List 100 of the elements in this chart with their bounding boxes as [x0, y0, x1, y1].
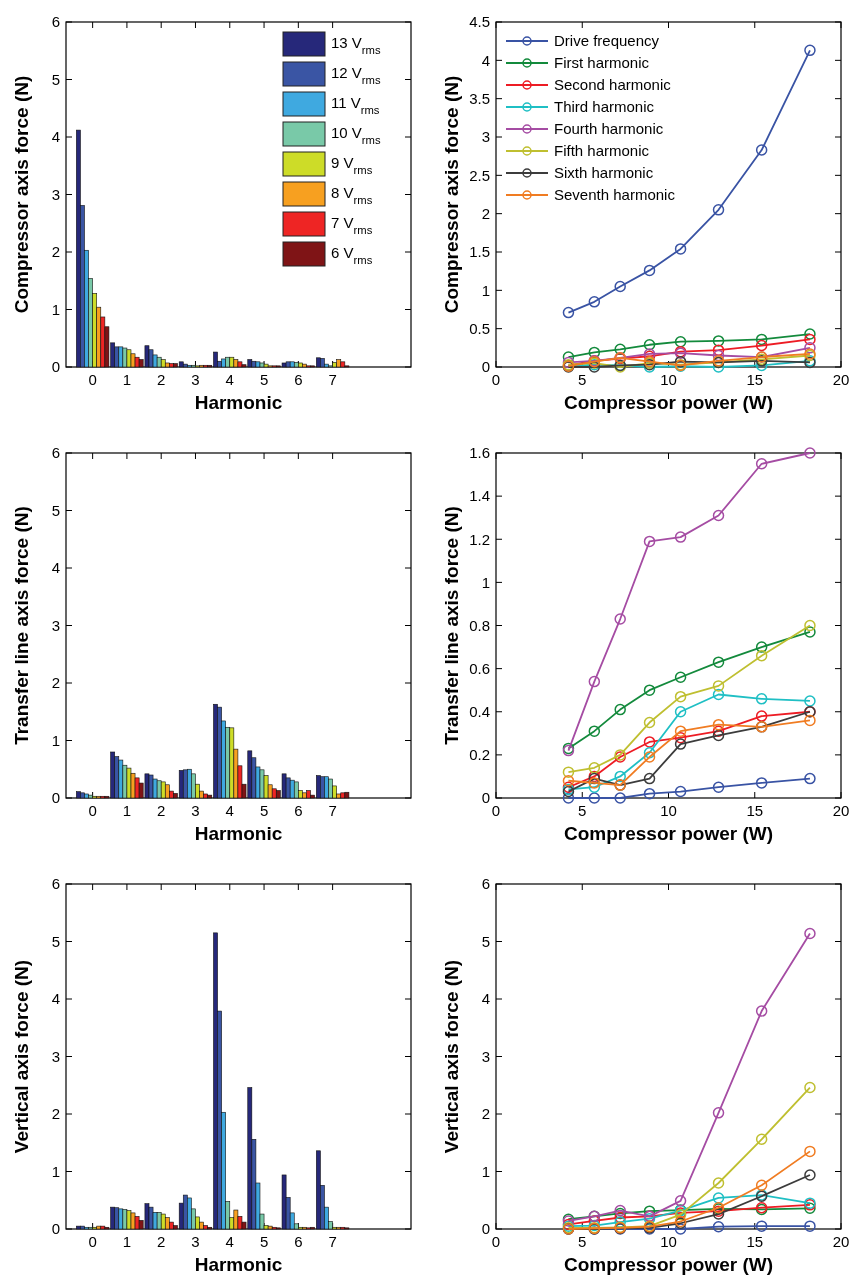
x-tick-label: 5 — [578, 371, 587, 388]
legend-label: First harmonic — [554, 54, 650, 71]
y-axis-title: Compressor axis force (N) — [11, 75, 32, 314]
x-tick-label: 1 — [122, 371, 132, 388]
x-tick-label: 3 — [191, 1233, 200, 1250]
legend-label: Drive frequency — [554, 32, 660, 49]
y-tick-label: 0 — [51, 358, 60, 376]
x-tick-label: 3 — [191, 802, 200, 819]
y-tick-label: 0.8 — [469, 616, 490, 634]
x-axis-title: Harmonic — [194, 392, 283, 413]
y-tick-label: 0.4 — [469, 703, 490, 720]
x-tick-label: 6 — [294, 1233, 303, 1250]
y-tick-label: 6 — [51, 875, 60, 893]
x-tick-label: 5 — [259, 1233, 269, 1250]
y-tick-label: 0 — [51, 1220, 60, 1238]
y-tick-label: 1 — [51, 1162, 60, 1180]
y-tick-label: 3 — [481, 128, 490, 146]
y-tick-label: 1 — [481, 1162, 490, 1180]
x-tick-label: 15 — [746, 371, 764, 388]
legend-label: Fourth harmonic — [554, 120, 664, 137]
x-tick-label: 20 — [832, 371, 850, 388]
legend-label: 7 V$_{rms}$ — [331, 214, 373, 236]
y-tick-label: 4 — [51, 559, 60, 577]
x-tick-label: 10 — [660, 1233, 677, 1250]
y-tick-label: 3 — [481, 1047, 490, 1065]
y-tick-label: 5 — [481, 932, 490, 950]
legend-label: 8 V$_{rms}$ — [331, 184, 373, 206]
x-tick-label: 7 — [328, 802, 337, 819]
y-tick-label: 4.5 — [469, 13, 490, 31]
y-tick-label: 4 — [51, 128, 60, 146]
y-tick-label: 5 — [51, 70, 60, 88]
y-tick-label: 1.2 — [469, 530, 490, 548]
y-tick-label: 3 — [51, 185, 60, 203]
y-tick-label: 3 — [51, 1047, 60, 1065]
x-tick-label: 5 — [259, 371, 269, 388]
x-axis-title: Compressor power (W) — [563, 823, 774, 844]
y-tick-label: 2.5 — [469, 166, 490, 184]
y-tick-label: 0.2 — [469, 746, 490, 764]
x-tick-label: 20 — [832, 1233, 850, 1250]
y-tick-label: 6 — [51, 444, 60, 462]
x-axis-title: Harmonic — [194, 823, 283, 844]
y-tick-label: 1 — [51, 300, 60, 318]
x-axis-title: Compressor power (W) — [563, 1254, 774, 1275]
y-tick-label: 0.6 — [469, 659, 490, 677]
y-axis-title: Transfer line axis force (N) — [441, 506, 462, 745]
y-tick-label: 3 — [51, 616, 60, 634]
y-tick-label: 0 — [481, 358, 490, 376]
y-tick-label: 3.5 — [469, 89, 490, 107]
x-tick-label: 10 — [660, 802, 677, 819]
y-tick-label: 2 — [481, 204, 490, 222]
x-tick-label: 6 — [294, 802, 303, 819]
x-tick-label: 1 — [122, 1233, 132, 1250]
legend-label: Seventh harmonic — [554, 186, 676, 203]
x-tick-label: 15 — [746, 802, 764, 819]
y-tick-label: 6 — [51, 13, 60, 31]
x-tick-label: 1 — [122, 802, 132, 819]
x-tick-label: 5 — [259, 802, 269, 819]
y-tick-label: 0 — [51, 789, 60, 807]
y-tick-label: 1.5 — [469, 243, 490, 261]
x-tick-label: 0 — [88, 371, 97, 388]
x-tick-label: 20 — [832, 802, 850, 819]
x-tick-label: 7 — [328, 1233, 337, 1250]
y-tick-label: 2 — [51, 243, 60, 261]
y-tick-label: 2 — [481, 1105, 490, 1123]
x-tick-label: 7 — [328, 371, 337, 388]
legend-label: 9 V$_{rms}$ — [331, 154, 373, 176]
legend-label: 13 V$_{rms}$ — [331, 34, 381, 56]
y-axis-title: Compressor axis force (N) — [441, 75, 462, 314]
legend-label: 11 V$_{rms}$ — [331, 94, 380, 116]
legend-label: Second harmonic — [554, 76, 672, 93]
y-axis-title: Vertical axis force (N) — [11, 959, 32, 1154]
x-tick-label: 4 — [225, 802, 234, 819]
y-tick-label: 5 — [51, 501, 60, 519]
y-axis-title: Transfer line axis force (N) — [11, 506, 32, 745]
x-tick-label: 3 — [191, 371, 200, 388]
y-tick-label: 4 — [481, 51, 490, 69]
x-tick-label: 0 — [88, 1233, 97, 1250]
x-tick-label: 15 — [746, 1233, 764, 1250]
x-tick-label: 4 — [225, 1233, 234, 1250]
y-tick-label: 0 — [481, 1220, 490, 1238]
x-tick-label: 2 — [157, 371, 166, 388]
x-tick-label: 0 — [88, 802, 97, 819]
y-tick-label: 1 — [51, 731, 60, 749]
x-tick-label: 4 — [225, 371, 234, 388]
y-tick-label: 1.6 — [469, 444, 490, 462]
y-tick-label: 0.5 — [469, 319, 490, 337]
y-tick-label: 1 — [481, 281, 490, 299]
x-axis-title: Harmonic — [194, 1254, 283, 1275]
x-tick-label: 2 — [157, 1233, 166, 1250]
y-tick-label: 0 — [481, 789, 490, 807]
x-tick-label: 6 — [294, 371, 303, 388]
y-axis-title: Vertical axis force (N) — [441, 959, 462, 1154]
x-tick-label: 2 — [157, 802, 166, 819]
legend-label: 10 V$_{rms}$ — [331, 124, 381, 146]
y-tick-label: 6 — [481, 875, 490, 893]
y-tick-label: 4 — [51, 990, 60, 1008]
y-tick-label: 4 — [481, 990, 490, 1008]
x-tick-label: 10 — [660, 371, 677, 388]
y-tick-label: 1 — [481, 573, 490, 591]
x-tick-label: 5 — [578, 1233, 587, 1250]
